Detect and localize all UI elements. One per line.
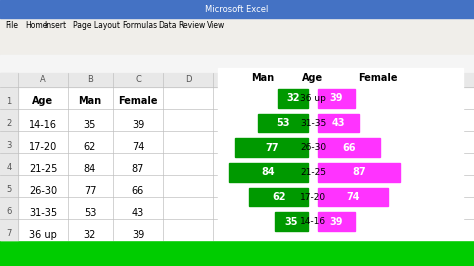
Bar <box>235 138 308 157</box>
Text: 21-25: 21-25 <box>29 164 57 174</box>
Text: 53: 53 <box>276 118 290 128</box>
Text: 87: 87 <box>352 167 366 177</box>
Text: 17-20: 17-20 <box>300 193 326 202</box>
Text: Microsoft Excel: Microsoft Excel <box>205 5 269 14</box>
Text: 84: 84 <box>84 164 96 174</box>
Text: Man: Man <box>251 73 274 83</box>
Text: 53: 53 <box>84 208 96 218</box>
Text: 36 up: 36 up <box>29 230 57 240</box>
Bar <box>318 213 355 231</box>
Text: 77: 77 <box>265 143 278 153</box>
Text: Female: Female <box>358 73 398 83</box>
Bar <box>318 138 380 157</box>
Text: 39: 39 <box>132 120 144 130</box>
Bar <box>0 0 474 55</box>
Text: Age: Age <box>32 96 54 106</box>
Bar <box>318 114 359 132</box>
Text: Formulas: Formulas <box>122 22 157 31</box>
Text: 66: 66 <box>132 186 144 196</box>
Bar <box>0 0 474 18</box>
Text: 66: 66 <box>342 143 356 153</box>
Text: A: A <box>40 76 46 85</box>
Text: 39: 39 <box>132 230 144 240</box>
Text: 1: 1 <box>6 97 12 106</box>
Text: Page Layout: Page Layout <box>73 22 120 31</box>
Text: File: File <box>5 22 18 31</box>
Text: 14-16: 14-16 <box>29 120 57 130</box>
Text: 3: 3 <box>6 140 12 149</box>
Text: 62: 62 <box>272 192 285 202</box>
Text: 43: 43 <box>132 208 144 218</box>
Text: 87: 87 <box>132 164 144 174</box>
Bar <box>249 188 308 206</box>
Text: Home: Home <box>25 22 47 31</box>
Text: Review: Review <box>178 22 206 31</box>
Text: 26-30: 26-30 <box>300 143 326 152</box>
Text: 36 up: 36 up <box>300 94 326 103</box>
Bar <box>275 213 308 231</box>
Text: 35: 35 <box>84 120 96 130</box>
Bar <box>0 240 474 266</box>
Bar <box>258 114 308 132</box>
Bar <box>218 68 463 238</box>
Bar <box>318 188 388 206</box>
Bar <box>318 89 355 107</box>
Bar <box>0 73 474 240</box>
Text: View: View <box>207 22 225 31</box>
Text: 62: 62 <box>84 142 96 152</box>
Text: Man: Man <box>78 96 101 106</box>
Text: 31-35: 31-35 <box>29 208 57 218</box>
Text: 74: 74 <box>346 192 360 202</box>
Bar <box>0 55 474 73</box>
Text: 6: 6 <box>6 206 12 215</box>
Text: D: D <box>185 76 191 85</box>
Text: 14-16: 14-16 <box>300 217 326 226</box>
Text: 17-20: 17-20 <box>29 142 57 152</box>
Text: 32: 32 <box>286 93 300 103</box>
Bar <box>228 163 308 182</box>
Text: Data: Data <box>159 22 177 31</box>
Text: Age: Age <box>302 73 324 83</box>
Text: 35: 35 <box>285 217 298 227</box>
Text: Insert: Insert <box>45 22 67 31</box>
Text: 32: 32 <box>84 230 96 240</box>
Text: 7: 7 <box>6 228 12 238</box>
Text: 74: 74 <box>132 142 144 152</box>
Text: 2: 2 <box>6 118 12 127</box>
Text: 43: 43 <box>331 118 345 128</box>
Text: 21-25: 21-25 <box>300 168 326 177</box>
Text: 84: 84 <box>262 167 275 177</box>
Text: Female: Female <box>118 96 158 106</box>
Text: 39: 39 <box>329 93 343 103</box>
Text: 4: 4 <box>6 163 12 172</box>
Text: 31-35: 31-35 <box>300 118 326 127</box>
Text: C: C <box>135 76 141 85</box>
Text: 77: 77 <box>84 186 96 196</box>
Bar <box>278 89 308 107</box>
Bar <box>0 73 18 240</box>
Text: 39: 39 <box>329 217 343 227</box>
Bar <box>318 163 400 182</box>
Text: 5: 5 <box>6 185 12 193</box>
Bar <box>0 73 474 87</box>
Text: 26-30: 26-30 <box>29 186 57 196</box>
Text: B: B <box>87 76 93 85</box>
